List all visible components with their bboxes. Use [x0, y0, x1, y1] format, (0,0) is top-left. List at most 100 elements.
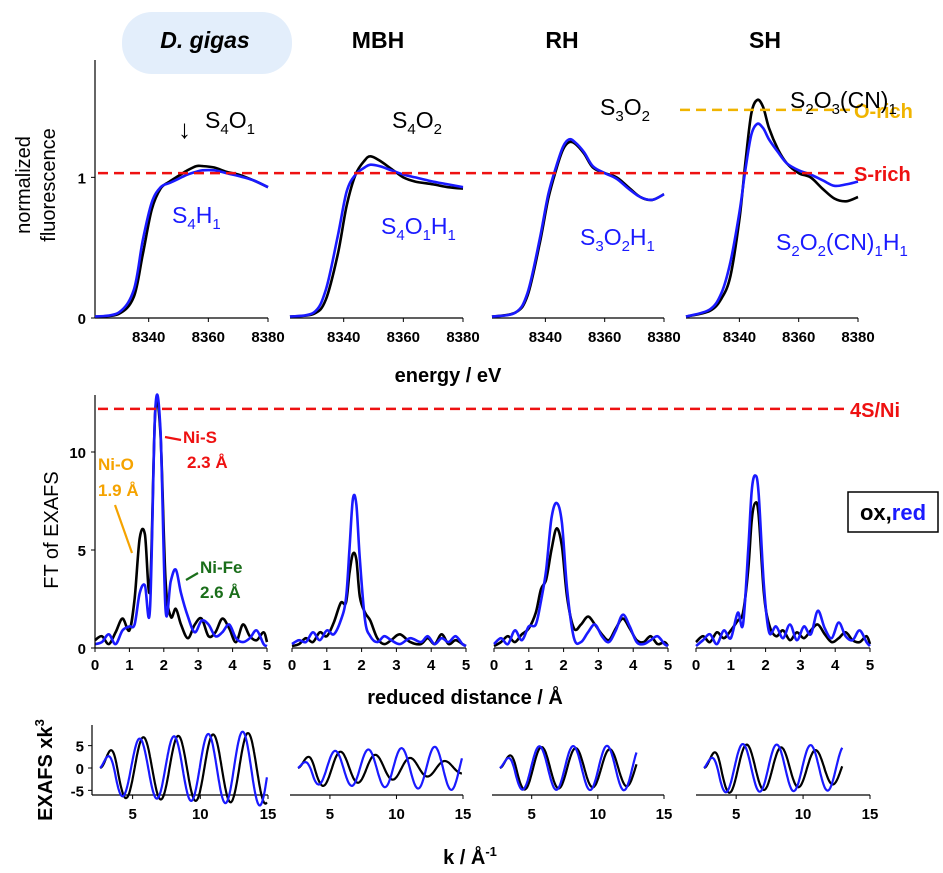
ft-x-tick-label: 3 [392, 657, 400, 674]
ft-x-tick-label: 2 [559, 657, 567, 674]
xanes-series-ox [289, 154, 464, 318]
ft-ylabel: FT of EXAFS [41, 471, 63, 588]
exafs-x-tick-label: 10 [388, 806, 405, 823]
xanes-series-red [685, 122, 859, 318]
exafs-xlabel: k / Å-1 [443, 844, 497, 869]
ft-series-red [493, 501, 669, 648]
ft-x-tick-label: 1 [323, 657, 331, 674]
xanes-x-tick-label: 8360 [192, 329, 225, 346]
formula-ox-1: S4​O2​ [392, 107, 442, 138]
legend-ox: ox [860, 500, 886, 525]
legend-sep: , [886, 500, 892, 525]
ft-x-tick-label: 2 [761, 657, 769, 674]
exafs-x-tick-label: 10 [192, 806, 209, 823]
xanes-x-tick-label: 8360 [387, 329, 420, 346]
xanes-series-red [94, 168, 269, 318]
ft-x-tick-label: 4 [831, 657, 840, 674]
xanes-series-ox [94, 164, 269, 318]
annotation-ni-o-distance: 1.9 Å [98, 481, 139, 500]
formula-red-1: S4​O1​H1​ [381, 213, 456, 244]
annotation-ni-fe-leader [185, 572, 199, 581]
exafs-x-tick-label: 15 [455, 806, 472, 823]
formula-ox-3: S2​O3​(CN)1​ [790, 87, 897, 118]
ft-x-tick-label: 3 [194, 657, 202, 674]
legend-box [847, 491, 939, 533]
xanes-y-tick-label: 1 [78, 170, 86, 187]
exafs-series-ox [99, 731, 268, 805]
ft-x-tick-label: 1 [727, 657, 735, 674]
xanes-series-red [491, 137, 665, 318]
ft-x-tick-label: 5 [263, 657, 271, 674]
reference-label-s-rich: S-rich [854, 164, 911, 186]
formula-red-0: S4​H1​ [172, 202, 221, 233]
xanes-x-tick-label: 8380 [841, 329, 874, 346]
ft-x-tick-label: 5 [664, 657, 672, 674]
exafs-y-tick-label: -5 [71, 783, 84, 800]
formula-ox-2: S3​O2​ [600, 94, 650, 125]
exafs-ylabel: EXAFS xk3 [32, 719, 57, 821]
exafs-y-tick-label: 5 [76, 739, 84, 756]
xanes-xlabel: energy / eV [395, 365, 502, 387]
formula-ox-0: S4​O1​ [205, 107, 255, 138]
exafs-x-tick-label: 5 [128, 806, 136, 823]
exafs-x-tick-label: 15 [656, 806, 673, 823]
legend-text: ox,red [860, 500, 926, 525]
annotation-ni-o-leader [113, 504, 134, 554]
xanes-x-tick-label: 8380 [446, 329, 479, 346]
xanes-series-red [289, 163, 464, 318]
annotation-ni-o: Ni-O [98, 455, 134, 474]
exafs-x-tick-label: 5 [528, 806, 536, 823]
xanes-x-tick-label: 8340 [723, 329, 756, 346]
ft-series-ox [94, 398, 269, 646]
ft-y-tick-label: 5 [78, 543, 86, 560]
column-title-rh: RH [545, 27, 578, 53]
ft-x-tick-label: 4 [629, 657, 638, 674]
plot-layer: 8340 8360 8380 8340 8360 8380 8340 8360 8380 8340… [69, 60, 913, 823]
formula-red-2: S3​O2​H1​ [580, 224, 655, 255]
ft-xlabel: reduced distance / Å [367, 685, 563, 709]
annotation-ni-fe-distance: 2.6 Å [200, 583, 241, 602]
ft-series-ox [493, 527, 670, 648]
column-title-mbh: MBH [352, 27, 404, 53]
ft-x-tick-label: 3 [594, 657, 602, 674]
dgigas-title-box [122, 12, 292, 74]
xanes-x-tick-label: 8380 [647, 329, 680, 346]
xanes-series-ox [685, 98, 859, 318]
reference-label-4s-ni: 4S/Ni [850, 400, 900, 422]
ft-x-tick-label: 0 [490, 657, 498, 674]
xanes-x-tick-label: 8360 [588, 329, 621, 346]
exafs-x-tick-label: 15 [862, 806, 879, 823]
ft-series-red [291, 493, 467, 648]
reference-label-o-rich: O-rich [854, 101, 913, 123]
ft-series-ox [695, 500, 872, 645]
annotation-ni-s-distance: 2.3 Å [187, 453, 228, 472]
exafs-series-ox [297, 750, 462, 787]
ft-x-tick-label: 0 [91, 657, 99, 674]
ft-x-tick-label: 4 [228, 657, 237, 674]
ft-series-ox [291, 551, 467, 648]
xanes-x-tick-label: 8340 [327, 329, 360, 346]
xanes-ylabel-line2: fluorescence [38, 128, 60, 241]
ft-x-tick-label: 4 [427, 657, 436, 674]
exafs-x-tick-label: 15 [260, 806, 277, 823]
ft-x-tick-label: 1 [525, 657, 533, 674]
down-arrow-marker: ↓ [178, 114, 191, 144]
exafs-series-red [499, 744, 638, 792]
xanes-x-tick-label: 8340 [132, 329, 165, 346]
xanes-x-tick-label: 8360 [782, 329, 815, 346]
ft-x-tick-label: 3 [796, 657, 804, 674]
annotation-ni-fe: Ni-Fe [200, 558, 243, 577]
annotation-ni-s: Ni-S [183, 428, 217, 447]
exafs-series-ox [499, 745, 638, 791]
ft-x-tick-label: 5 [866, 657, 874, 674]
formula-red-3: S2​O2​(CN)1​H1​ [776, 229, 908, 260]
column-title-dgigas: D. gigas [160, 27, 249, 53]
exafs-series-red [297, 745, 463, 792]
ft-x-tick-label: 2 [160, 657, 168, 674]
exafs-x-tick-label: 10 [795, 806, 812, 823]
annotation-ni-s-leader [164, 435, 182, 442]
ft-x-tick-label: 0 [692, 657, 700, 674]
exafs-x-tick-label: 10 [590, 806, 607, 823]
xanes-y-tick-label: 0 [78, 311, 86, 328]
